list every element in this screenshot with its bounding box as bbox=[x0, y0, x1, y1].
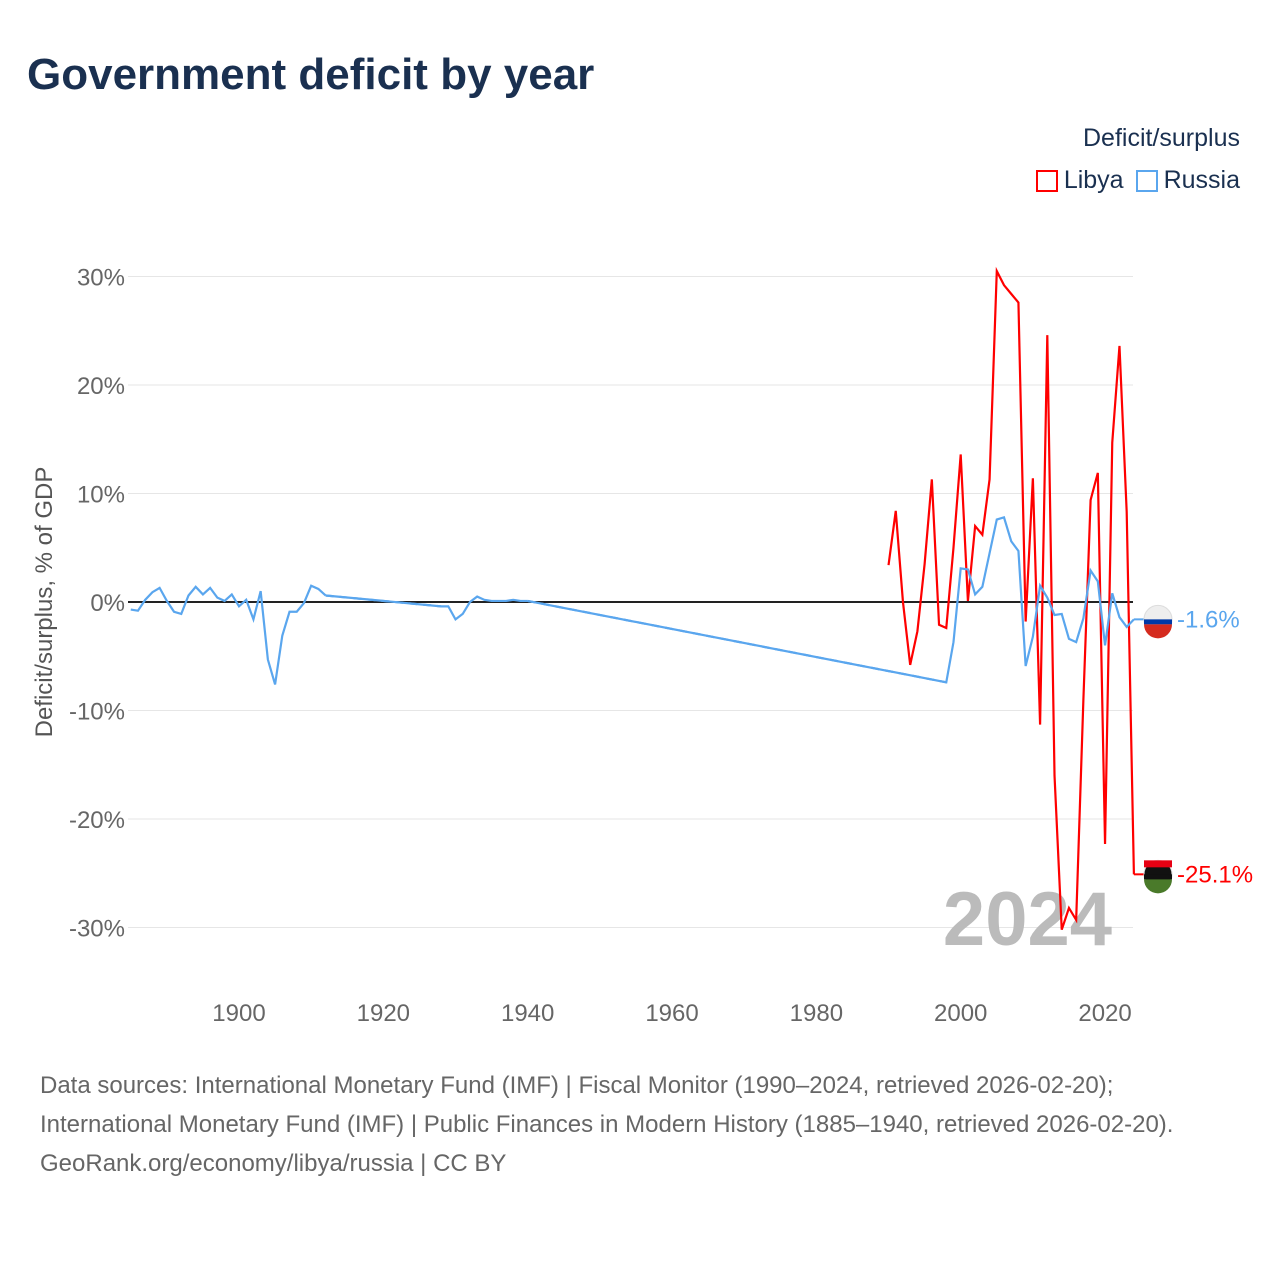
legend-label: Russia bbox=[1163, 166, 1240, 194]
legend-swatch-libya bbox=[1035, 169, 1058, 192]
year-watermark: 2024 bbox=[943, 877, 1112, 962]
y-axis-label: Deficit/surplus, % of GDP bbox=[31, 467, 58, 738]
series-line-russia bbox=[130, 584, 327, 685]
legend-item-russia[interactable]: Russia bbox=[1135, 166, 1240, 195]
x-tick-label: 1960 bbox=[645, 1000, 698, 1027]
footer: Data sources: International Monetary Fun… bbox=[40, 1066, 1240, 1183]
flag-stripe bbox=[1144, 879, 1172, 894]
flag-stripe bbox=[1144, 619, 1172, 625]
series-line-libya bbox=[887, 266, 1136, 931]
y-tick-label: 20% bbox=[77, 373, 125, 400]
legend: Libya Russia bbox=[1035, 166, 1240, 195]
y-tick-label: 30% bbox=[77, 265, 125, 292]
data-sources: Data sources: International Monetary Fun… bbox=[40, 1072, 1174, 1138]
end-label-russia: -1.6% bbox=[1177, 606, 1240, 633]
flag-stripe bbox=[1144, 624, 1172, 639]
y-tick-label: -30% bbox=[69, 916, 125, 943]
x-tick-label: 1920 bbox=[357, 1000, 410, 1027]
flag-stripe bbox=[1144, 874, 1172, 880]
end-label-libya: -25.1% bbox=[1177, 861, 1253, 888]
x-tick-label: 1940 bbox=[501, 1000, 554, 1027]
y-tick-label: 10% bbox=[77, 482, 125, 509]
y-tick-label: -10% bbox=[69, 699, 125, 726]
x-tick-label: 2020 bbox=[1078, 1000, 1131, 1027]
chart-title: Government deficit by year bbox=[27, 50, 595, 99]
series-line-russia bbox=[325, 594, 528, 621]
chart-svg: 30% 20% 10% 0% -10% -20% -30% 1900 1920 1940 1960 1… bbox=[31, 265, 1253, 1028]
flag-stripe bbox=[1144, 860, 1172, 868]
credit-link[interactable]: GeoRank.org/economy/libya/russia | CC BY bbox=[40, 1150, 507, 1177]
y-tick-label: -20% bbox=[69, 807, 125, 834]
legend-item-libya[interactable]: Libya bbox=[1035, 166, 1124, 195]
y-tick-label: 0% bbox=[90, 590, 125, 617]
x-tick-label: 1980 bbox=[790, 1000, 843, 1027]
x-tick-label: 2000 bbox=[934, 1000, 987, 1027]
legend-label: Libya bbox=[1063, 166, 1124, 194]
legend-swatch-russia bbox=[1135, 169, 1158, 192]
legend-title: Deficit/surplus bbox=[1083, 124, 1240, 152]
series-line-russia bbox=[527, 516, 1135, 684]
x-tick-label: 1900 bbox=[212, 1000, 265, 1027]
